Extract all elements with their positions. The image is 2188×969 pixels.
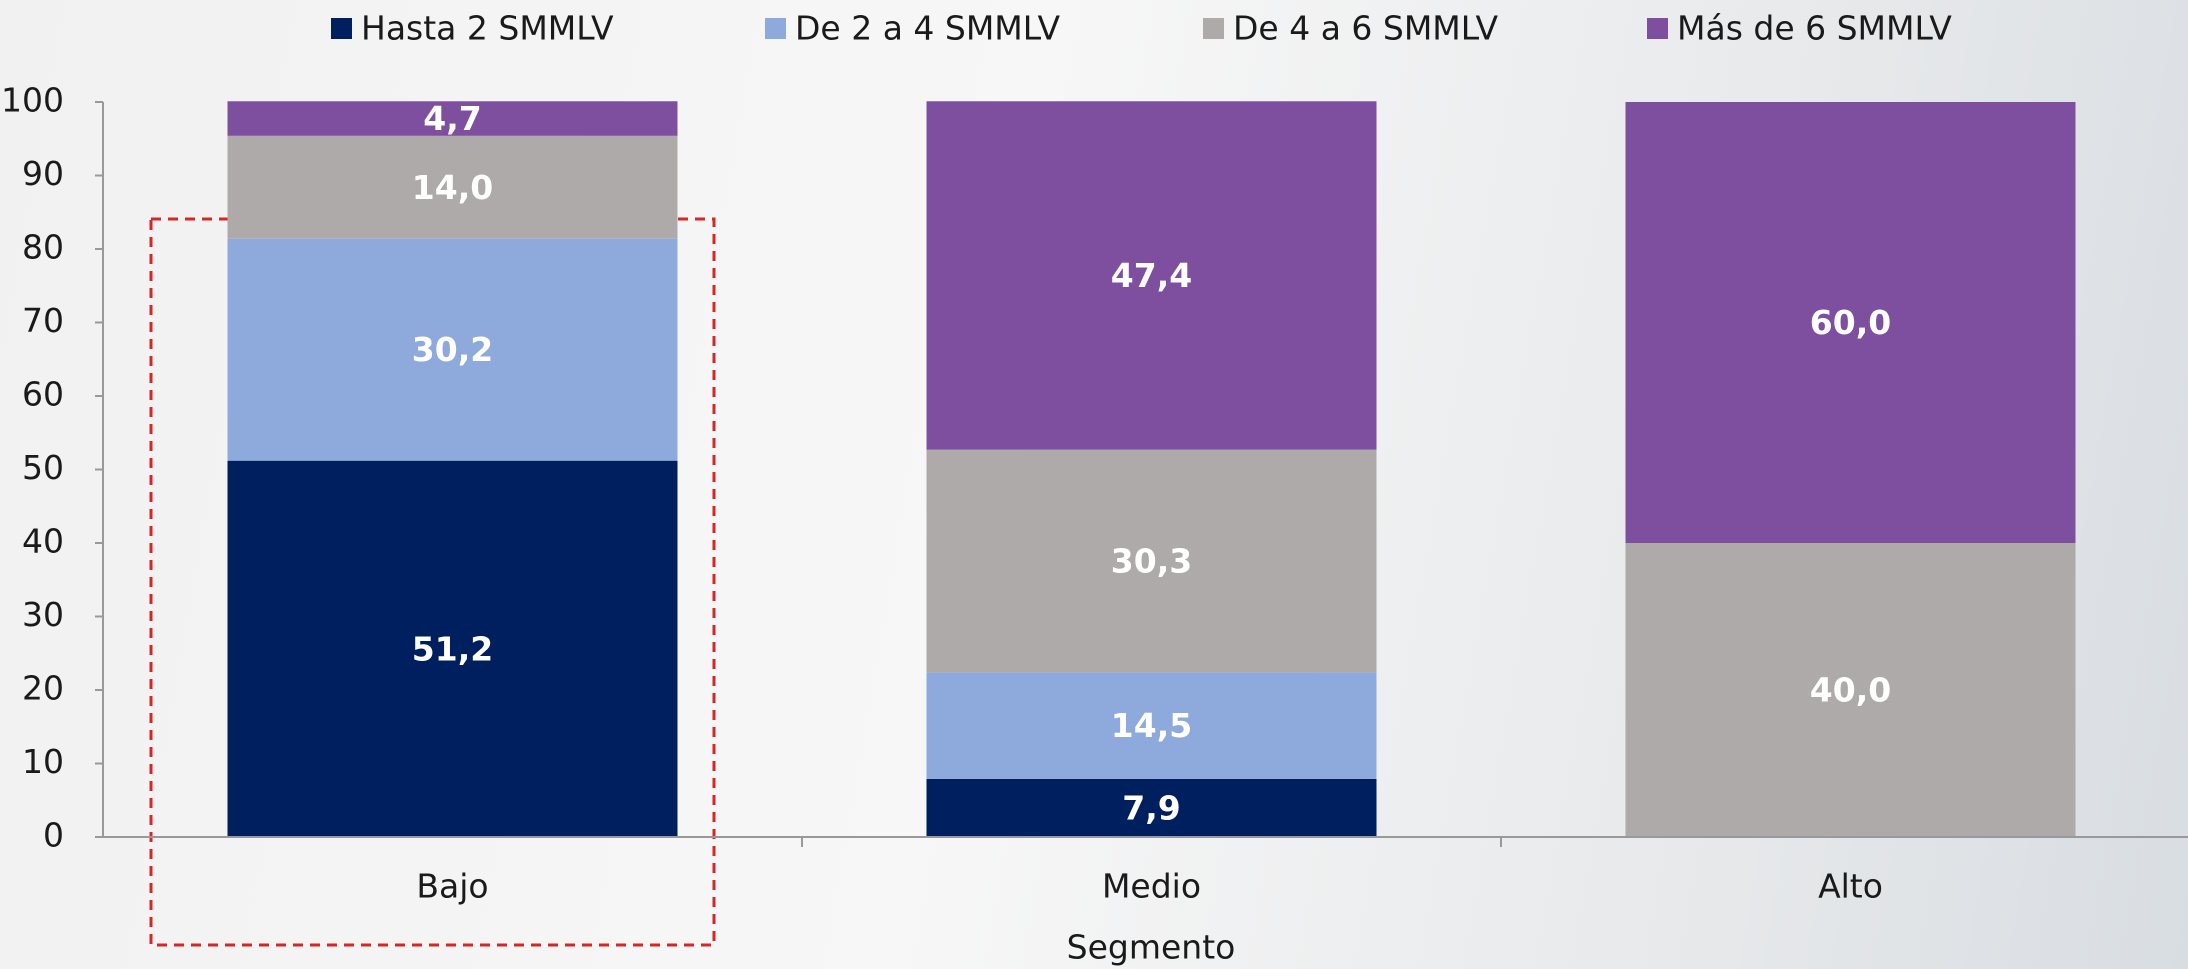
bar-segment xyxy=(227,135,678,239)
value-label: 14,5 xyxy=(1111,706,1192,745)
y-tick-label: 70 xyxy=(22,301,64,340)
bar-segment xyxy=(1625,102,2076,543)
value-label: 51,2 xyxy=(412,629,493,668)
value-label: 30,3 xyxy=(1111,542,1192,581)
x-tick-label: Medio xyxy=(1102,867,1201,906)
y-tick-label: 80 xyxy=(22,228,64,267)
y-tick-label: 100 xyxy=(1,81,64,120)
legend-label: Más de 6 SMMLV xyxy=(1677,9,1952,48)
value-label: 7,9 xyxy=(1122,788,1180,827)
bar-segment xyxy=(227,238,678,461)
bar-segment xyxy=(227,101,678,136)
legend-label: De 2 a 4 SMMLV xyxy=(795,9,1061,48)
value-label: 30,2 xyxy=(412,330,493,369)
value-label: 60,0 xyxy=(1810,303,1891,342)
legend-swatch xyxy=(765,18,786,39)
x-tick-label: Alto xyxy=(1818,867,1883,906)
y-tick-label: 50 xyxy=(22,448,64,487)
y-tick-label: 30 xyxy=(22,595,64,634)
legend-label: Hasta 2 SMMLV xyxy=(361,9,614,48)
bar-segment xyxy=(926,101,1377,450)
x-axis-title: Segmento xyxy=(1067,928,1236,967)
bar-segment xyxy=(926,778,1377,837)
bar-segment xyxy=(926,672,1377,779)
y-tick-label: 60 xyxy=(22,375,64,414)
y-tick-label: 40 xyxy=(22,522,64,561)
y-tick-label: 90 xyxy=(22,154,64,193)
value-label: 4,7 xyxy=(423,99,481,138)
y-tick-label: 20 xyxy=(22,669,64,708)
legend-swatch xyxy=(1203,18,1224,39)
y-tick-label: 10 xyxy=(22,742,64,781)
bar-segment xyxy=(1625,543,2076,837)
value-label: 14,0 xyxy=(412,168,493,207)
legend-label: De 4 a 6 SMMLV xyxy=(1233,9,1499,48)
legend-swatch xyxy=(331,18,352,39)
x-tick-label: Bajo xyxy=(416,867,488,906)
value-label: 40,0 xyxy=(1810,671,1891,710)
bar-segment xyxy=(926,449,1377,673)
bar-segment xyxy=(227,460,678,837)
y-tick-label: 0 xyxy=(43,816,64,855)
value-label: 47,4 xyxy=(1111,256,1192,295)
legend-swatch xyxy=(1647,18,1668,39)
